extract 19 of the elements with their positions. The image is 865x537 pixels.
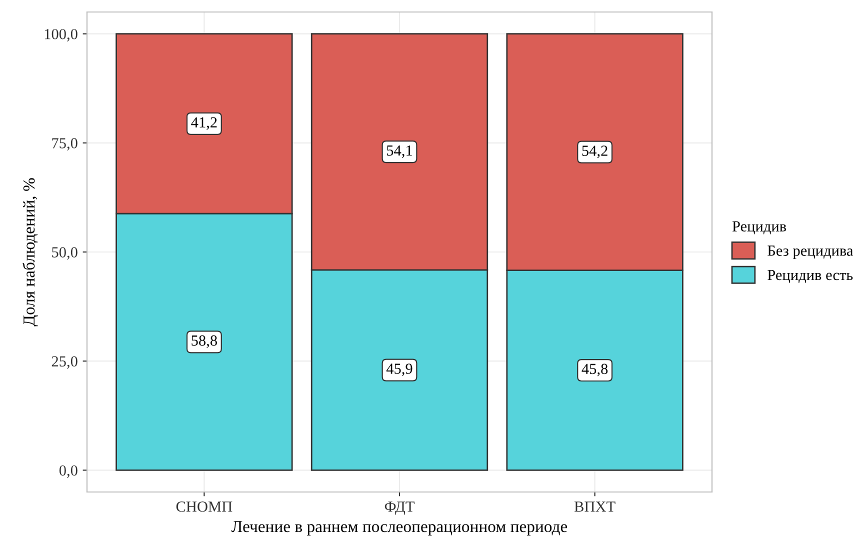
x-tick-label: ВПХТ bbox=[574, 502, 616, 512]
y-tick-label: 100,0 bbox=[44, 28, 78, 42]
y-tick-label: 50,0 bbox=[52, 247, 78, 260]
legend-label: Рецидив есть bbox=[768, 270, 853, 283]
data-label: 58,8 bbox=[192, 335, 217, 348]
legend-title: Рецидив bbox=[732, 221, 786, 234]
data-label: 54,1 bbox=[387, 145, 412, 158]
y-axis-title: Доля наблюдений, % bbox=[22, 178, 38, 326]
x-tick-label: СНОМП bbox=[176, 502, 232, 512]
x-axis-title: Лечение в раннем послеоперационном периоде bbox=[232, 521, 568, 536]
data-label: 45,8 bbox=[582, 364, 608, 376]
x-tick-label: ФДТ bbox=[384, 502, 414, 515]
data-label: 54,2 bbox=[582, 146, 608, 158]
data-label: 41,2 bbox=[191, 117, 217, 130]
y-tick-label: 25,0 bbox=[52, 356, 78, 369]
data-label: 45,9 bbox=[386, 364, 412, 376]
legend-label: Без рецидива bbox=[768, 246, 854, 259]
y-tick-label: 75,0 bbox=[52, 138, 78, 151]
y-tick-label: 0,0 bbox=[59, 465, 78, 478]
